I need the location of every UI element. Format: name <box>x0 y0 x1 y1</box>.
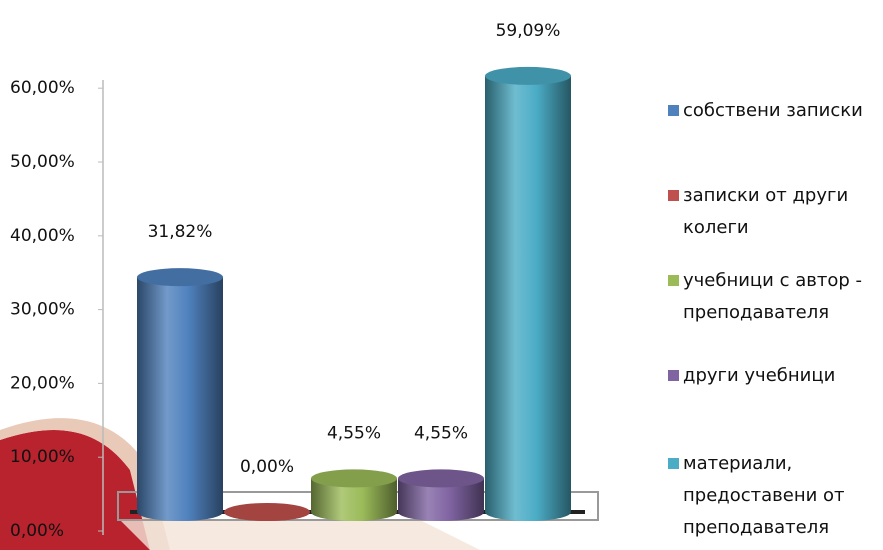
bar <box>398 478 484 521</box>
bar-top <box>311 469 397 488</box>
y-tick-label: 40,00% <box>10 226 75 246</box>
value-label: 4,55% <box>327 423 381 443</box>
legend-label: записки от други колеги <box>683 185 849 238</box>
decoration <box>0 430 150 550</box>
legend-swatch <box>668 190 679 201</box>
legend-label: собствени записки <box>683 100 863 121</box>
legend-swatch <box>668 275 679 286</box>
y-tick-label: 50,00% <box>10 152 75 172</box>
bar-top <box>485 66 571 85</box>
decoration <box>120 520 480 550</box>
value-label: 59,09% <box>496 21 561 41</box>
value-label: 4,55% <box>414 423 468 443</box>
bar-top <box>398 469 484 488</box>
legend-label: материали, предоставени от преподавателя <box>683 453 845 538</box>
legend-swatch <box>668 458 679 469</box>
legend-item: материали, предоставени от преподавателя <box>668 448 880 544</box>
bar-top <box>137 268 223 287</box>
y-tick-label: 20,00% <box>10 373 75 393</box>
legend-label: други учебници <box>683 365 836 386</box>
y-tick-label: 10,00% <box>10 447 75 467</box>
value-label: 31,82% <box>148 222 213 242</box>
y-tick-label: 30,00% <box>10 300 75 320</box>
bar <box>137 277 223 521</box>
bar-top <box>224 503 310 521</box>
y-tick-label: 0,00% <box>10 521 64 541</box>
bar <box>311 478 397 521</box>
legend-swatch <box>668 105 679 116</box>
legend-label: учебници с автор - преподавателя <box>683 270 862 323</box>
legend-item: записки от други колеги <box>668 180 880 244</box>
legend-item: учебници с автор - преподавателя <box>668 265 880 329</box>
bar <box>485 75 571 521</box>
legend-item: собствени записки <box>668 95 880 127</box>
legend-swatch <box>668 370 679 381</box>
decoration <box>0 418 170 550</box>
legend-item: други учебници <box>668 360 880 392</box>
y-tick-label: 60,00% <box>10 78 75 98</box>
value-label: 0,00% <box>240 457 294 477</box>
